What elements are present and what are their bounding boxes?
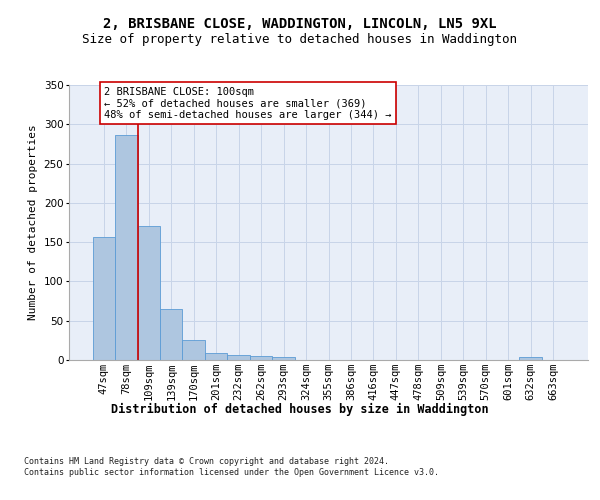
Text: 2, BRISBANE CLOSE, WADDINGTON, LINCOLN, LN5 9XL: 2, BRISBANE CLOSE, WADDINGTON, LINCOLN, … [103,18,497,32]
Text: Distribution of detached houses by size in Waddington: Distribution of detached houses by size … [111,402,489,415]
Bar [205,353,227,360]
Y-axis label: Number of detached properties: Number of detached properties [28,124,38,320]
Bar [250,356,272,360]
Bar [182,340,205,360]
Bar [520,357,542,360]
Bar [115,136,137,360]
Text: Contains HM Land Registry data © Crown copyright and database right 2024.
Contai: Contains HM Land Registry data © Crown c… [24,458,439,477]
Bar [160,309,182,360]
Bar [227,354,250,360]
Bar [137,226,160,360]
Bar [92,238,115,360]
Text: 2 BRISBANE CLOSE: 100sqm
← 52% of detached houses are smaller (369)
48% of semi-: 2 BRISBANE CLOSE: 100sqm ← 52% of detach… [104,86,392,120]
Bar [272,357,295,360]
Text: Size of property relative to detached houses in Waddington: Size of property relative to detached ho… [83,32,517,46]
